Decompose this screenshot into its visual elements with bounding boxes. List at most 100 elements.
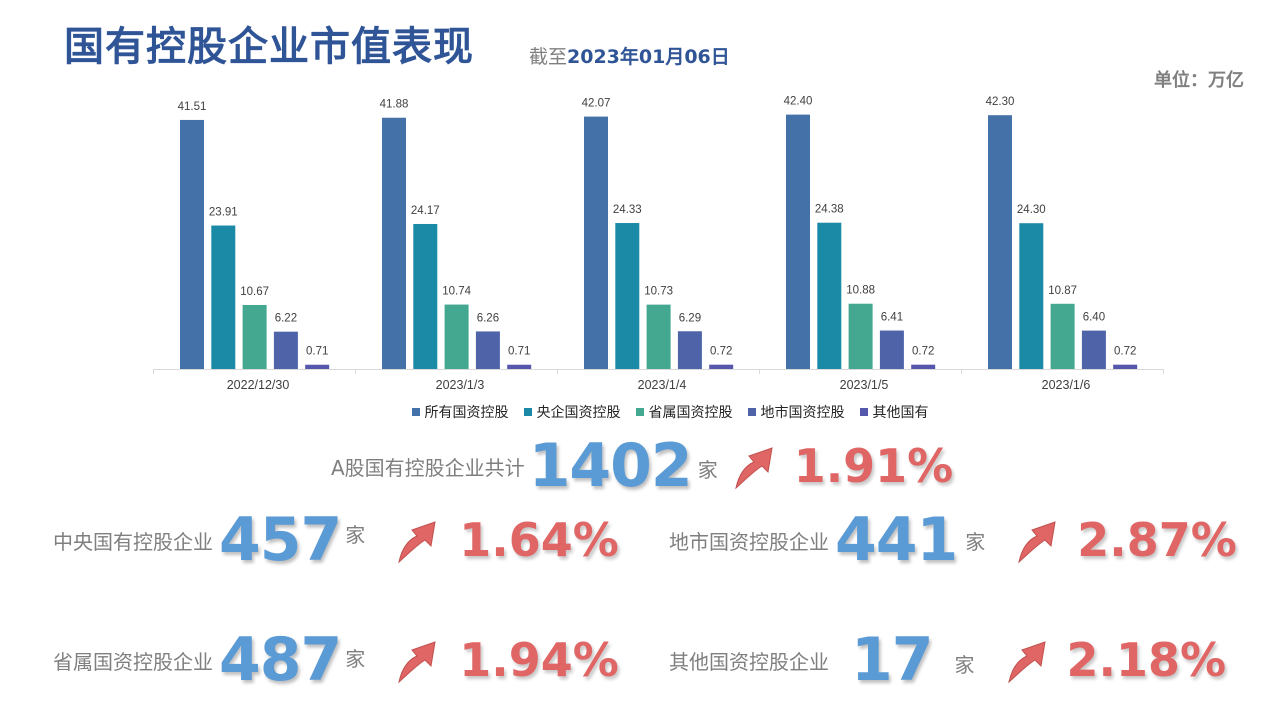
bar-value-label: 6.22 [275,313,297,325]
stat-city-change: 2.87% [1077,513,1237,567]
bar [1113,364,1138,369]
bar-value-label: 6.26 [477,312,499,324]
bar [444,304,469,369]
stat-provincial-unit: 家 [345,646,366,671]
legend-swatch [747,408,756,416]
date-value: 2023年01月06日 [567,46,730,68]
bar-value-label: 24.33 [613,204,642,216]
curved-up-arrow-icon [395,516,439,564]
legend-swatch [859,408,868,416]
bar [911,364,936,369]
bar [273,331,298,369]
legend-item: 地市国资控股 [747,402,845,422]
bar [709,364,734,369]
x-tick-label: 2022/12/30 [227,378,290,392]
stat-other-change: 2.18% [1066,633,1227,687]
bar-value-label: 42.40 [784,96,813,108]
stat-city-unit: 家 [965,529,986,554]
stat-central-change: 1.64% [459,513,619,567]
stat-total: A股国有控股企业共计 1402 家 1.91% [331,436,953,496]
curved-up-arrow-icon [1005,636,1049,684]
bar [677,331,702,369]
date-prefix: 截至 [529,46,568,68]
stat-central: 中央国有控股企业 457 家 1.64% [53,510,619,570]
bar-value-label: 0.72 [1114,346,1136,358]
legend-item: 所有国资控股 [411,402,509,422]
bar [211,225,236,369]
stat-total-unit: 家 [697,457,718,482]
bar-value-label: 0.72 [710,346,732,358]
bar [413,223,438,369]
bar-value-label: 42.30 [986,96,1015,108]
bar [242,304,267,369]
stat-central-count: 457 [219,505,342,575]
bar-value-label: 24.30 [1017,204,1046,216]
stat-central-label: 中央国有控股企业 [53,529,213,554]
stat-total-label: A股国有控股企业共计 [331,455,525,480]
bar-value-label: 41.51 [178,101,207,113]
stat-city: 地市国资控股企业 441 家 2.87% [669,510,1237,570]
page-title: 国有控股企业市值表现 [64,24,474,70]
bar [180,119,204,369]
stat-other-label: 其他国资控股企业 [669,649,829,674]
legend-item: 其他国有 [859,402,929,422]
legend-label: 省属国资控股 [648,405,733,421]
x-tick-label: 2023/1/3 [436,378,485,392]
bar [305,364,330,369]
stat-provincial-label: 省属国资控股企业 [53,649,213,674]
stat-central-unit: 家 [345,522,366,547]
curved-up-arrow-icon [732,442,776,490]
bar [584,116,608,369]
stat-other: 其他国资控股企业 17 家 2.18% [669,630,1226,690]
curved-up-arrow-icon [395,636,439,684]
legend-label: 央企国资控股 [536,405,621,421]
bar [382,117,406,369]
stat-total-change: 1.91% [793,439,954,493]
bar-value-label: 6.41 [881,312,903,324]
bar-value-label: 0.71 [508,346,530,358]
legend-label: 所有国资控股 [424,405,509,421]
bar [615,223,640,369]
bar-chart: 41.51 23.91 10.67 6.22 0.71 2022/12/30 41.88 24… [153,96,1164,392]
bar [646,304,671,369]
bar-value-label: 10.87 [1048,285,1077,297]
stat-provincial-change: 1.94% [459,633,619,687]
bar-value-label: 10.88 [846,285,875,297]
bar-value-label: 0.72 [912,346,934,358]
stat-city-label: 地市国资控股企业 [669,529,829,554]
legend-swatch [635,408,644,416]
stat-other-count: 17 [851,625,933,695]
chart-legend: 所有国资控股 央企国资控股 省属国资控股 地市国资控股 其他国有 [0,402,1280,422]
bar-value-label: 6.40 [1083,312,1105,324]
x-tick-label: 2023/1/6 [1042,378,1091,392]
legend-item: 省属国资控股 [635,402,733,422]
legend-swatch [411,408,420,416]
bar-value-label: 41.88 [380,99,409,111]
legend-label: 其他国有 [872,405,929,421]
bar-value-label: 24.38 [815,204,844,216]
unit-label: 单位：万亿 [1154,70,1244,91]
bar [475,331,500,369]
bar-value-label: 10.74 [442,286,471,298]
bar-value-label: 10.73 [644,286,673,298]
date-line: 截至2023年01月06日 [529,42,730,69]
bar [1050,303,1075,369]
bar [879,330,904,369]
bar [988,115,1012,369]
legend-label: 地市国资控股 [760,405,845,421]
x-tick-label: 2023/1/5 [840,378,889,392]
stat-provincial-count: 487 [219,625,342,695]
bar [507,364,532,369]
bar-value-label: 10.67 [240,286,269,298]
legend-item: 央企国资控股 [523,402,621,422]
stat-city-count: 441 [835,505,958,575]
legend-swatch [523,408,532,416]
bar [1081,330,1106,369]
stat-other-unit: 家 [954,652,975,677]
x-tick-label: 2023/1/4 [638,378,687,392]
curved-up-arrow-icon [1015,516,1059,564]
stat-total-count: 1402 [528,431,693,501]
bar-value-label: 24.17 [411,205,440,217]
bar [848,303,873,369]
bar-value-label: 23.91 [209,207,238,219]
